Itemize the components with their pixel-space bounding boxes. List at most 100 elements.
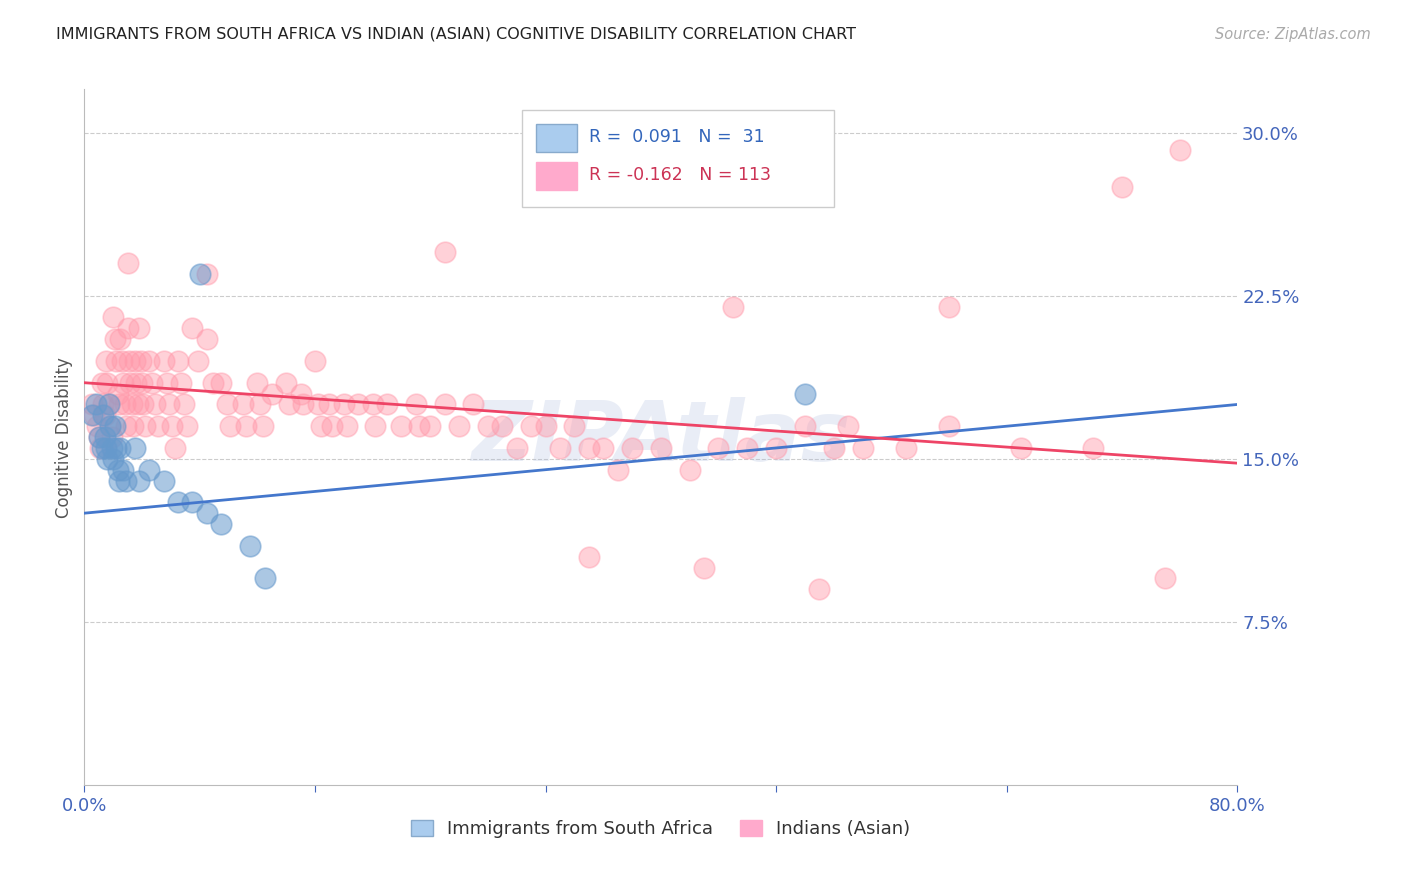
Point: [375, 397, 398, 411]
Point: [808, 582, 831, 597]
Y-axis label: Cognitive Disability: Cognitive Disability: [55, 357, 73, 517]
Point: [97, 397, 120, 411]
Point: [347, 397, 370, 411]
Point: [91, 409, 114, 423]
Point: [83, 409, 105, 423]
Point: [94, 354, 117, 368]
Point: [249, 397, 271, 411]
Point: [107, 463, 129, 477]
Point: [336, 419, 359, 434]
Point: [477, 419, 499, 434]
Point: [938, 419, 960, 434]
Point: [188, 267, 211, 281]
Point: [650, 441, 672, 455]
Point: [110, 332, 132, 346]
Point: [195, 267, 218, 281]
Point: [138, 354, 160, 368]
Point: [165, 441, 187, 455]
Point: [128, 321, 150, 335]
FancyBboxPatch shape: [523, 110, 834, 208]
Point: [111, 354, 134, 368]
Point: [1083, 441, 1105, 455]
Text: Source: ZipAtlas.com: Source: ZipAtlas.com: [1215, 27, 1371, 42]
Point: [125, 376, 148, 390]
Point: [463, 397, 485, 411]
Point: [115, 474, 138, 488]
Point: [794, 419, 817, 434]
Point: [97, 397, 120, 411]
Point: [121, 397, 143, 411]
Point: [765, 441, 787, 455]
Point: [162, 419, 184, 434]
Point: [138, 463, 160, 477]
FancyBboxPatch shape: [536, 162, 576, 190]
Point: [534, 419, 557, 434]
Point: [91, 397, 114, 411]
Point: [309, 419, 332, 434]
Point: [146, 419, 169, 434]
Point: [141, 376, 163, 390]
Point: [290, 386, 312, 401]
Point: [235, 419, 257, 434]
Point: [433, 245, 456, 260]
Point: [405, 397, 427, 411]
Point: [90, 441, 112, 455]
Point: [304, 354, 326, 368]
Point: [491, 419, 513, 434]
Point: [100, 441, 122, 455]
FancyBboxPatch shape: [536, 124, 576, 152]
Point: [449, 419, 471, 434]
Point: [276, 376, 298, 390]
Point: [105, 354, 128, 368]
Point: [333, 397, 356, 411]
Point: [167, 354, 190, 368]
Point: [548, 441, 571, 455]
Point: [181, 495, 204, 509]
Point: [108, 474, 131, 488]
Point: [419, 419, 441, 434]
Point: [167, 495, 190, 509]
Point: [103, 451, 124, 466]
Point: [105, 441, 128, 455]
Point: [80, 397, 103, 411]
Point: [391, 419, 413, 434]
Point: [201, 376, 224, 390]
Point: [96, 451, 118, 466]
Point: [173, 397, 195, 411]
Point: [592, 441, 614, 455]
Point: [114, 397, 136, 411]
Point: [98, 419, 121, 434]
Point: [110, 441, 132, 455]
Point: [364, 419, 387, 434]
Point: [209, 376, 232, 390]
Point: [132, 397, 155, 411]
Point: [606, 463, 628, 477]
Point: [124, 354, 146, 368]
Point: [112, 463, 135, 477]
Text: R = -0.162   N = 113: R = -0.162 N = 113: [589, 166, 772, 184]
Point: [794, 386, 817, 401]
Point: [93, 430, 115, 444]
Point: [104, 419, 127, 434]
Point: [131, 376, 153, 390]
Point: [80, 409, 103, 423]
Point: [1154, 571, 1177, 585]
Point: [520, 419, 543, 434]
Point: [1168, 143, 1191, 157]
Point: [100, 430, 122, 444]
Point: [98, 419, 121, 434]
Point: [307, 397, 329, 411]
Point: [129, 354, 152, 368]
Point: [260, 386, 283, 401]
Point: [107, 386, 129, 401]
Point: [578, 441, 600, 455]
Point: [361, 397, 384, 411]
Point: [321, 419, 343, 434]
Point: [195, 506, 218, 520]
Point: [115, 419, 138, 434]
Text: ZIPAtlas: ZIPAtlas: [471, 397, 851, 477]
Point: [87, 430, 110, 444]
Point: [103, 310, 124, 325]
Point: [152, 474, 174, 488]
Point: [94, 441, 117, 455]
